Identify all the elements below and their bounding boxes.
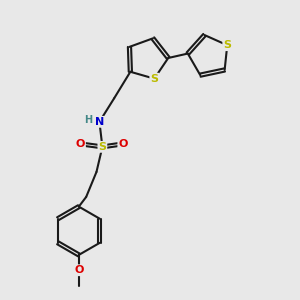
Text: S: S xyxy=(223,40,231,50)
Text: S: S xyxy=(98,142,106,152)
Text: O: O xyxy=(74,265,83,275)
Text: O: O xyxy=(76,139,85,149)
Text: N: N xyxy=(95,117,104,127)
Text: H: H xyxy=(84,116,92,125)
Text: S: S xyxy=(150,74,158,84)
Text: O: O xyxy=(118,139,128,149)
